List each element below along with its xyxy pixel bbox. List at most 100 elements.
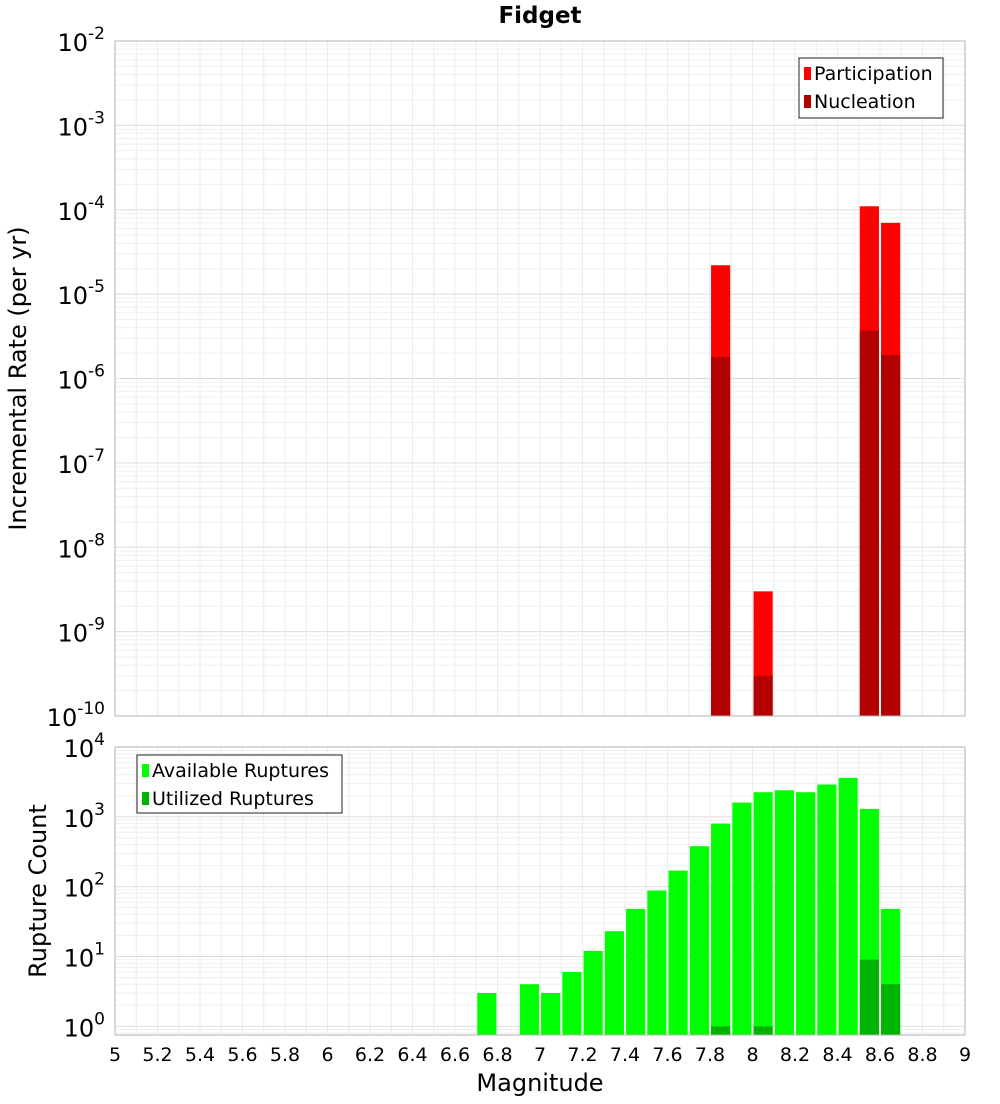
y-tick-label: 101	[64, 939, 105, 972]
y-tick-exponent: -10	[77, 699, 105, 719]
legend-swatch	[804, 67, 811, 80]
x-tick-label: 5.6	[227, 1044, 257, 1066]
bar-secondary	[859, 959, 879, 1035]
x-tick-label: 8.4	[822, 1044, 852, 1066]
legend: Available Ruptures Utilized Ruptures	[136, 754, 343, 814]
y-tick-base: 10	[64, 944, 95, 972]
x-tick-label: 7.8	[695, 1044, 725, 1066]
bar-primary	[583, 950, 603, 1035]
y-tick-exponent: 2	[94, 870, 105, 890]
x-tick-label: 5	[109, 1044, 121, 1066]
bar-primary	[647, 890, 667, 1035]
legend-label: Nucleation	[814, 91, 916, 113]
x-tick-label: 7	[534, 1044, 546, 1066]
y-tick-exponent: -7	[88, 446, 105, 466]
bar-primary	[477, 992, 497, 1035]
y-tick-base: 10	[58, 367, 89, 395]
x-tick-label: 8.8	[907, 1044, 937, 1066]
y-tick-base: 10	[64, 805, 95, 833]
x-tick-label: 6.2	[355, 1044, 385, 1066]
x-tick-label: 9	[959, 1044, 971, 1066]
y-tick-label: 103	[64, 800, 105, 833]
plot-border	[114, 746, 966, 1036]
x-tick-label: 6.4	[397, 1044, 427, 1066]
legend-swatch	[142, 792, 149, 805]
bar-primary	[541, 992, 561, 1035]
bar-primary	[562, 971, 582, 1035]
x-tick-label: 8	[746, 1044, 758, 1066]
bar-primary	[796, 792, 816, 1035]
x-tick-label: 7.4	[610, 1044, 640, 1066]
bar-primary	[604, 931, 624, 1035]
bar-primary	[626, 908, 646, 1035]
y-tick-label: 102	[64, 870, 105, 903]
y-tick-base: 10	[58, 198, 89, 226]
bar-primary	[519, 984, 539, 1035]
legend-label: Participation	[814, 63, 933, 85]
y-tick-label: 10-4	[58, 193, 106, 226]
x-tick-label: 6	[321, 1044, 333, 1066]
y-tick-label: 10-2	[58, 24, 106, 57]
y-tick-exponent: -2	[88, 24, 105, 44]
y-tick-exponent: 1	[94, 939, 105, 959]
bar-secondary	[881, 984, 901, 1035]
legend-label: Utilized Ruptures	[152, 788, 314, 810]
legend: Participation Nucleation	[798, 57, 944, 119]
y-tick-exponent: -6	[88, 362, 105, 382]
y-tick-exponent: -4	[88, 193, 105, 213]
y-tick-exponent: -3	[88, 108, 105, 128]
y-tick-exponent: 4	[94, 730, 105, 750]
y-tick-base: 10	[64, 875, 95, 903]
y-tick-exponent: -9	[88, 615, 105, 635]
y-tick-base: 10	[58, 282, 89, 310]
y-tick-label: 104	[64, 730, 105, 763]
y-tick-base: 10	[58, 451, 89, 479]
y-tick-base: 10	[58, 620, 89, 648]
y-tick-label: 10-5	[58, 277, 106, 310]
x-tick-label: 5.2	[142, 1044, 172, 1066]
legend-box	[798, 57, 944, 119]
x-tick-label: 8.2	[780, 1044, 810, 1066]
y-axis-label: Incremental Rate (per yr)	[4, 226, 32, 530]
x-tick-label: 7.2	[567, 1044, 597, 1066]
y-tick-label: 10-3	[58, 108, 106, 141]
x-tick-label: 5.4	[185, 1044, 215, 1066]
bar-primary	[711, 823, 731, 1035]
x-tick-label: 5.8	[270, 1044, 300, 1066]
y-tick-label: 10-6	[58, 362, 106, 395]
panel-1: 10-1010-910-810-710-610-510-410-310-2Fid…	[4, 3, 966, 732]
chart-title: Fidget	[498, 3, 581, 29]
bar-primary	[774, 790, 794, 1035]
bar-primary	[668, 870, 688, 1035]
y-tick-base: 10	[64, 735, 95, 763]
y-tick-base: 10	[58, 29, 89, 57]
y-tick-label: 100	[64, 1009, 105, 1042]
bar-secondary	[753, 1026, 773, 1035]
x-tick-label: 7.6	[652, 1044, 682, 1066]
y-tick-exponent: 0	[94, 1009, 105, 1029]
y-tick-exponent: 3	[94, 800, 105, 820]
bar-primary	[817, 784, 837, 1035]
plot-border	[114, 40, 966, 717]
bar-secondary	[753, 675, 773, 716]
y-tick-exponent: -5	[88, 277, 105, 297]
y-tick-base: 10	[64, 1014, 95, 1042]
bar-primary	[753, 792, 773, 1035]
bar-secondary	[711, 1026, 731, 1035]
y-axis-label: Rupture Count	[24, 804, 52, 978]
y-tick-label: 10-10	[47, 699, 105, 732]
x-axis-label: Magnitude	[476, 1069, 603, 1097]
bar-secondary	[711, 356, 731, 716]
legend-swatch	[142, 764, 149, 777]
y-tick-label: 10-7	[58, 446, 106, 479]
bar-secondary	[881, 354, 901, 716]
y-tick-label: 10-8	[58, 530, 106, 563]
x-tick-label: 8.6	[865, 1044, 895, 1066]
bar-primary	[838, 777, 858, 1035]
bar-primary	[689, 846, 709, 1035]
y-tick-label: 10-9	[58, 615, 106, 648]
bar-secondary	[859, 330, 879, 716]
